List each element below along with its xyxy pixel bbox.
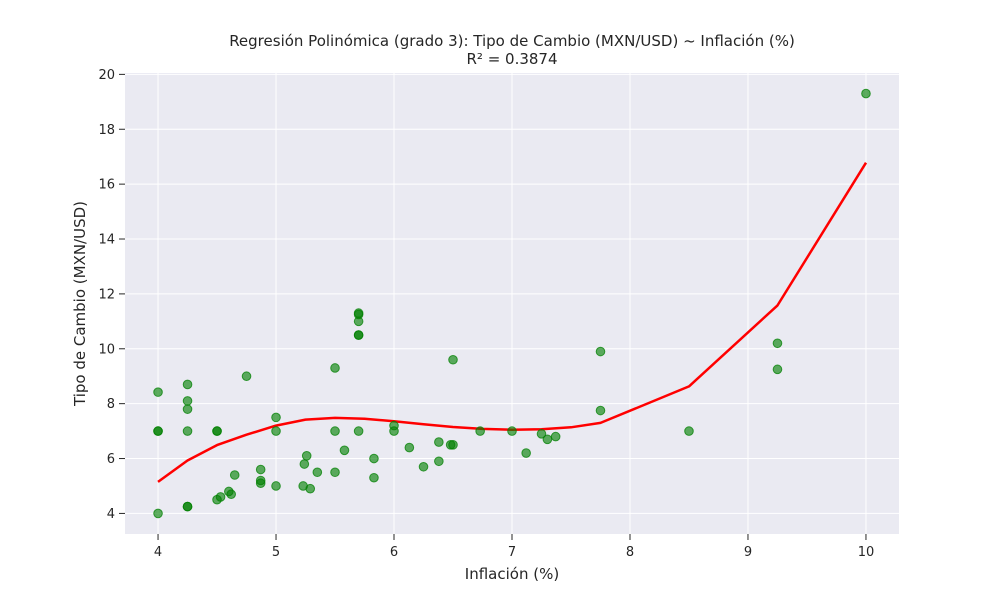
data-point bbox=[182, 501, 193, 512]
data-point bbox=[182, 426, 193, 436]
x-tick-label: 9 bbox=[744, 545, 752, 560]
data-point bbox=[536, 429, 547, 439]
y-axis-ticks: 4 6 8 10 12 14 16 18 20 bbox=[98, 68, 125, 522]
data-point bbox=[226, 489, 236, 500]
grid bbox=[125, 73, 899, 534]
x-tick-label: 7 bbox=[508, 545, 516, 560]
data-point bbox=[550, 431, 561, 442]
data-point bbox=[271, 426, 281, 436]
data-point bbox=[271, 481, 281, 491]
x-tick-label: 5 bbox=[272, 545, 280, 560]
data-point bbox=[330, 467, 340, 478]
data-point bbox=[255, 464, 266, 475]
data-point bbox=[305, 483, 316, 494]
data-point bbox=[772, 338, 783, 349]
data-point bbox=[448, 440, 458, 450]
y-tick-label: 16 bbox=[98, 178, 115, 193]
data-point bbox=[301, 450, 312, 461]
data-point bbox=[369, 472, 379, 483]
x-axis-label: Inflación (%) bbox=[465, 565, 559, 583]
y-axis-label: Tipo de Cambio (MXN/USD) bbox=[71, 201, 89, 407]
x-tick-label: 6 bbox=[390, 545, 398, 560]
data-point bbox=[255, 475, 266, 486]
data-point bbox=[353, 330, 364, 340]
y-tick-label: 10 bbox=[98, 342, 115, 357]
data-point bbox=[434, 437, 444, 447]
data-point bbox=[312, 467, 323, 478]
x-tick-label: 4 bbox=[154, 545, 162, 560]
data-point bbox=[542, 434, 553, 445]
data-point bbox=[861, 88, 871, 99]
data-point bbox=[330, 426, 340, 436]
data-point bbox=[772, 364, 783, 375]
data-point bbox=[229, 470, 240, 480]
data-point bbox=[182, 396, 193, 406]
data-point bbox=[448, 354, 458, 365]
data-point bbox=[434, 456, 444, 467]
data-point bbox=[153, 426, 163, 436]
y-tick-label: 14 bbox=[98, 233, 115, 248]
data-point bbox=[271, 412, 281, 423]
chart-title: Regresión Polinómica (grado 3): Tipo de … bbox=[229, 32, 795, 50]
data-point bbox=[595, 346, 606, 357]
y-tick-label: 18 bbox=[98, 123, 115, 138]
data-point bbox=[353, 308, 364, 318]
y-tick-label: 12 bbox=[98, 287, 115, 302]
y-tick-label: 8 bbox=[107, 397, 115, 412]
data-point bbox=[521, 448, 531, 458]
x-axis-ticks: 4 5 6 7 8 9 10 bbox=[154, 534, 874, 560]
data-point bbox=[404, 442, 415, 453]
y-tick-label: 6 bbox=[107, 452, 115, 467]
data-point bbox=[241, 371, 252, 382]
y-tick-label: 4 bbox=[107, 507, 115, 522]
regression-curve bbox=[157, 162, 868, 483]
fit-line-layer bbox=[157, 162, 868, 483]
data-point bbox=[299, 459, 310, 469]
data-point bbox=[507, 426, 517, 436]
data-point bbox=[475, 426, 485, 436]
data-point bbox=[595, 405, 606, 416]
data-point bbox=[215, 492, 226, 502]
chart-subtitle: R² = 0.3874 bbox=[466, 50, 557, 68]
data-point bbox=[330, 363, 340, 373]
data-point bbox=[339, 445, 350, 456]
data-point bbox=[418, 461, 429, 472]
data-point bbox=[684, 426, 694, 436]
data-point bbox=[212, 426, 222, 436]
y-tick-label: 20 bbox=[98, 68, 115, 83]
data-point bbox=[389, 420, 399, 431]
x-tick-label: 10 bbox=[858, 545, 875, 560]
scatter-points bbox=[153, 88, 871, 519]
data-point bbox=[153, 387, 163, 397]
data-point bbox=[153, 508, 163, 519]
data-point bbox=[182, 404, 193, 414]
data-point bbox=[353, 426, 364, 436]
data-point bbox=[369, 453, 379, 464]
data-point bbox=[182, 379, 193, 390]
x-tick-label: 8 bbox=[626, 545, 634, 560]
